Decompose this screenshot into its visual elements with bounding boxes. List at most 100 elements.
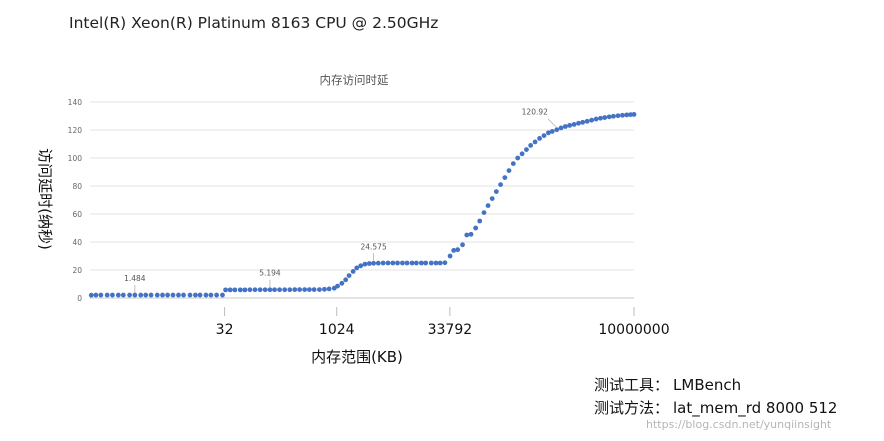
data-point — [510, 161, 516, 167]
data-points — [88, 112, 637, 298]
data-point — [322, 286, 327, 292]
data-point — [615, 113, 621, 119]
data-point — [584, 118, 590, 124]
x-tick-label: 1024 — [319, 322, 355, 338]
data-point — [418, 260, 424, 266]
data-point — [631, 112, 637, 117]
footer-method: 测试方法： lat_mem_rd 8000 512 — [594, 397, 837, 418]
y-tick-label: 40 — [72, 238, 82, 247]
x-tick-labels: 32 1024 33792 10000000 — [216, 307, 670, 338]
data-point — [302, 287, 308, 292]
data-point — [489, 196, 495, 202]
data-point — [464, 232, 470, 238]
data-point — [567, 122, 573, 128]
data-point — [428, 260, 434, 266]
page-heading: Intel(R) Xeon(R) Platinum 8163 CPU @ 2.5… — [69, 14, 439, 32]
data-point — [498, 182, 503, 188]
data-point — [335, 283, 340, 289]
data-point — [154, 292, 160, 298]
data-point — [292, 287, 298, 292]
footer-tool: 测试工具： LMBench — [594, 374, 741, 395]
data-point — [132, 292, 138, 298]
data-point — [110, 292, 115, 298]
data-point — [98, 292, 104, 298]
data-point — [208, 292, 214, 298]
data-point — [375, 260, 381, 266]
data-point — [115, 292, 121, 298]
data-point — [220, 292, 225, 298]
data-point — [554, 127, 560, 133]
data-point — [580, 119, 586, 125]
data-point — [127, 292, 133, 298]
data-point — [120, 292, 126, 298]
data-point — [138, 292, 144, 298]
data-point — [502, 175, 508, 181]
data-point — [562, 124, 568, 129]
data-point — [515, 155, 521, 161]
y-tick-label: 0 — [77, 294, 82, 303]
data-point — [528, 143, 534, 148]
data-point — [455, 247, 461, 253]
data-point — [390, 260, 396, 266]
x-tick-label: 33792 — [428, 322, 473, 338]
data-point — [93, 292, 99, 298]
data-point — [413, 260, 419, 266]
data-point — [214, 292, 219, 298]
data-point — [272, 287, 277, 293]
data-label: 5.194 — [259, 269, 281, 278]
data-point — [358, 263, 364, 269]
y-tick-label: 20 — [72, 266, 82, 275]
data-point — [88, 292, 94, 298]
data-point — [576, 120, 581, 126]
data-label: 24.575 — [360, 242, 386, 251]
data-point — [247, 287, 253, 293]
data-point — [193, 292, 198, 298]
data-point — [371, 260, 376, 266]
data-point — [287, 287, 293, 293]
data-point — [277, 287, 282, 293]
data-point — [593, 116, 599, 122]
x-axis-title: 内存范围(KB) — [311, 348, 403, 366]
data-point — [346, 273, 352, 278]
data-point — [473, 225, 479, 231]
data-point — [350, 269, 356, 274]
data-point — [447, 253, 453, 259]
data-point — [252, 287, 258, 293]
data-point — [181, 292, 186, 298]
data-point — [549, 129, 555, 134]
x-tick-label: 10000000 — [598, 322, 669, 338]
data-point — [297, 287, 302, 292]
data-point — [326, 286, 332, 292]
data-point — [343, 277, 349, 283]
y-tick-label: 120 — [68, 126, 83, 135]
data-point — [282, 287, 288, 293]
data-point — [257, 287, 263, 293]
data-point — [606, 114, 612, 120]
data-label: 120.92 — [522, 108, 548, 117]
data-point — [203, 292, 209, 298]
data-point — [165, 292, 170, 298]
y-tick-label: 140 — [68, 98, 83, 107]
data-point — [481, 210, 487, 216]
data-point — [493, 189, 499, 195]
data-point — [460, 242, 465, 248]
grid-lines — [90, 101, 634, 299]
data-point — [624, 112, 630, 118]
data-label: 1.484 — [124, 274, 146, 283]
data-point — [354, 265, 360, 271]
data-point — [620, 112, 625, 118]
data-point — [598, 115, 603, 121]
y-tick-label: 60 — [72, 210, 82, 219]
data-point — [442, 260, 448, 266]
data-point — [317, 287, 322, 292]
data-point — [437, 260, 443, 266]
data-point — [223, 287, 228, 293]
footer-tool-value: LMBench — [673, 376, 742, 394]
y-tick-label: 100 — [68, 154, 83, 163]
data-point — [433, 260, 439, 266]
footer-method-value: lat_mem_rd 8000 512 — [673, 399, 838, 417]
chart-title: 内存访问时延 — [320, 73, 389, 87]
y-tick-labels: 0 20 40 60 80 100 120 140 — [68, 98, 83, 303]
data-point — [451, 248, 457, 253]
